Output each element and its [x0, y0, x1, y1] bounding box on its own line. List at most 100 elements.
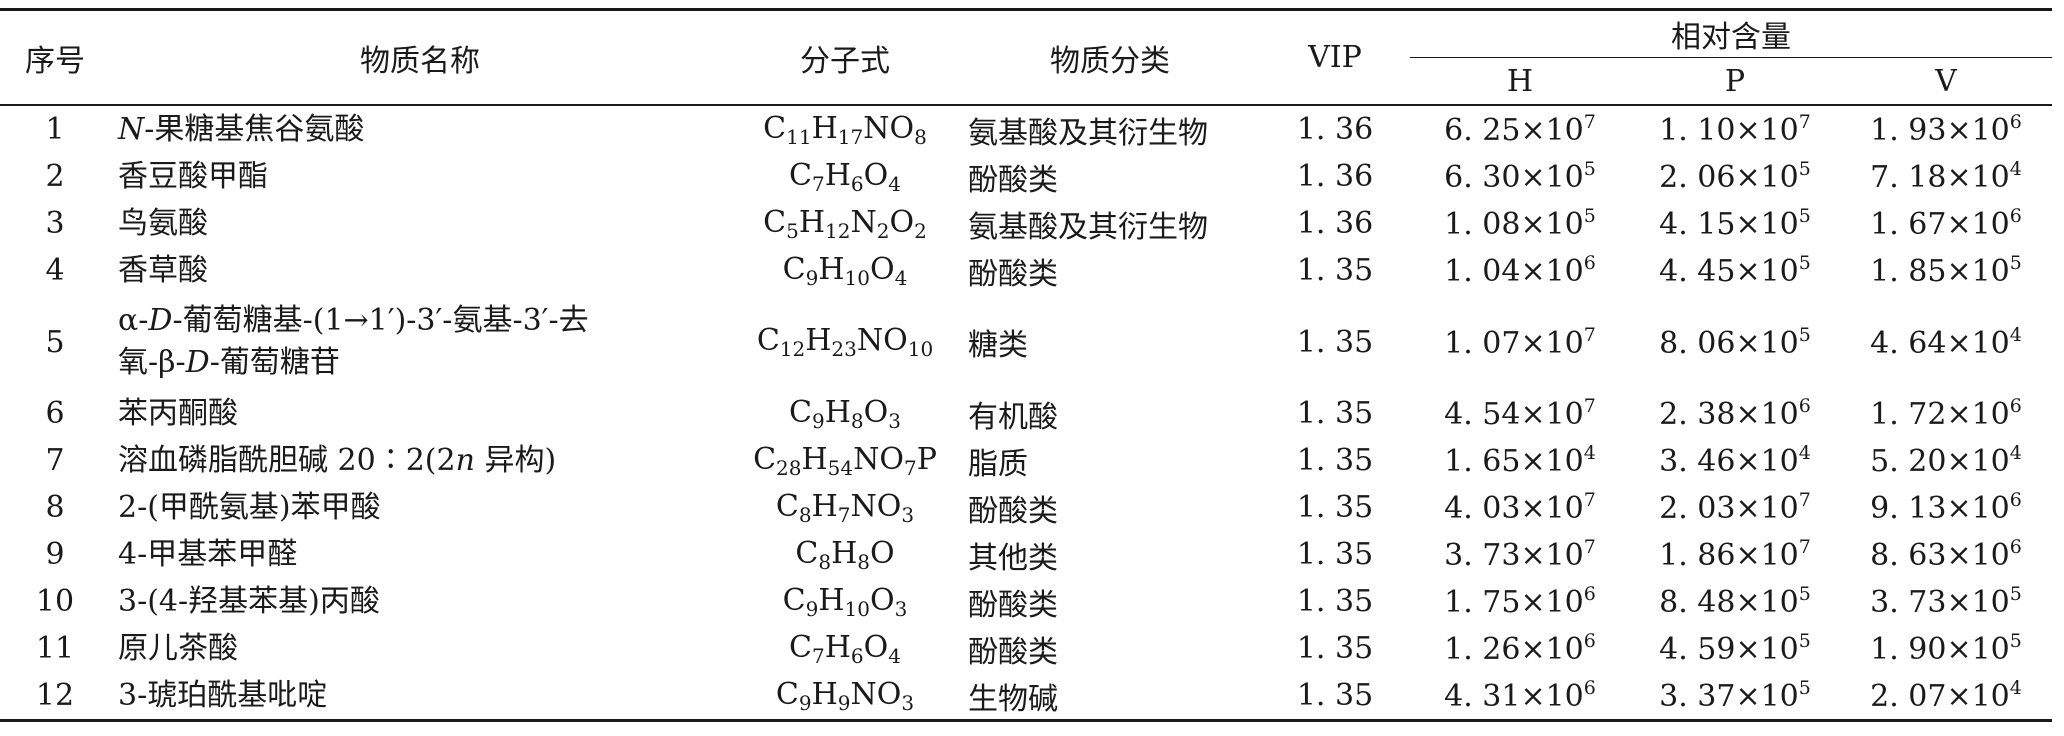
cell-no: 9: [45, 537, 65, 572]
cell-vip: 1. 36: [1296, 206, 1374, 241]
cell-h: 1. 26×106: [1444, 630, 1596, 667]
cell-v: 5. 20×104: [1870, 442, 2022, 479]
table-row: 7 溶血磷脂酰胆碱 20∶2(2n 异构) C28H54NO7P 脂质 1. 35 1. …: [0, 437, 2052, 484]
cell-p: 1. 86×107: [1659, 536, 1811, 573]
table-row: 6 苯丙酮酸 C9H8O3 有机酸 1. 35 4. 54×107 2. 38×106 1. …: [0, 390, 2052, 437]
metabolite-table: 序号 物质名称 分子式 物质分类 VIP 相对含量 H P V 1 N-果糖基焦谷…: [0, 8, 2052, 722]
cell-vip: 1. 35: [1296, 631, 1374, 666]
metabolite-table-container: 序号 物质名称 分子式 物质分类 VIP 相对含量 H P V 1 N-果糖基焦谷…: [0, 8, 2064, 722]
cell-p: 8. 48×105: [1659, 583, 1811, 620]
cell-formula: C11H17NO8: [763, 110, 927, 149]
cell-p: 2. 06×105: [1659, 158, 1811, 195]
cell-name: 香豆酸甲酯: [118, 158, 268, 194]
cell-name: N-果糖基焦谷氨酸: [118, 111, 365, 147]
cell-p: 3. 37×105: [1630, 672, 1840, 722]
cell-class: 生物碱: [960, 672, 1260, 722]
header-formula: 分子式: [730, 8, 960, 106]
cell-formula: C9H10O3: [782, 582, 908, 621]
table-row: 2 香豆酸甲酯 C7H6O4 酚酸类 1. 36 6. 30×105 2. 06×105 7.…: [0, 153, 2052, 200]
cell-h: 3. 73×107: [1444, 536, 1596, 573]
cell-class: 酚酸类: [968, 634, 1058, 670]
cell-v: 7. 18×104: [1870, 158, 2022, 195]
cell-p: 2. 03×107: [1659, 489, 1811, 526]
cell-p: 4. 59×105: [1659, 630, 1811, 667]
cell-v: 3. 73×105: [1870, 583, 2022, 620]
cell-v: 1. 85×105: [1870, 252, 2022, 289]
cell-no: 2: [45, 159, 65, 194]
cell-h: 4. 31×106: [1410, 672, 1630, 722]
cell-vip: 1. 35: [1296, 537, 1374, 572]
cell-h: 1. 65×104: [1444, 442, 1596, 479]
cell-formula: C7H6O4: [789, 629, 901, 668]
cell-no: 8: [45, 490, 65, 525]
cell-h: 1. 08×105: [1444, 205, 1596, 242]
header-vip: VIP: [1260, 8, 1410, 106]
header-no: 序号: [0, 8, 110, 106]
cell-name: 3-(4-羟基苯基)丙酸: [118, 583, 380, 619]
cell-vip: 1. 35: [1296, 490, 1374, 525]
cell-formula: C28H54NO7P: [753, 441, 937, 480]
cell-class: 酚酸类: [968, 162, 1058, 198]
cell-v: 4. 64×104: [1870, 323, 2022, 361]
cell-name: 苯丙酮酸: [118, 395, 238, 431]
cell-formula: C5H12N2O2: [763, 204, 927, 243]
cell-vip: 1. 35: [1296, 584, 1374, 619]
cell-no: 5: [45, 324, 65, 360]
cell-class: 酚酸类: [968, 256, 1058, 292]
table-row: 1 N-果糖基焦谷氨酸 C11H17NO8 氨基酸及其衍生物 1. 36 6. 25×10…: [0, 105, 2052, 153]
cell-class: 糖类: [968, 328, 1028, 363]
cell-name: 4-甲基苯甲醛: [118, 536, 298, 572]
cell-formula: C9H8O3: [789, 394, 901, 433]
table-row: 3 鸟氨酸 C5H12N2O2 氨基酸及其衍生物 1. 36 1. 08×105 4. 15…: [0, 200, 2052, 247]
cell-class: 有机酸: [968, 399, 1058, 435]
cell-h: 1. 04×106: [1444, 252, 1596, 289]
cell-name: 2-(甲酰氨基)苯甲酸: [118, 489, 381, 525]
cell-vip: 1. 35: [1296, 443, 1374, 478]
cell-h: 6. 30×105: [1444, 158, 1596, 195]
cell-class: 酚酸类: [968, 493, 1058, 529]
cell-name: 原儿茶酸: [118, 630, 238, 666]
cell-no: 11: [35, 631, 75, 666]
cell-class: 其他类: [968, 540, 1058, 576]
cell-class: 酚酸类: [968, 587, 1058, 623]
cell-vip: 1. 36: [1296, 159, 1374, 194]
cell-p: 1. 10×107: [1659, 111, 1811, 148]
cell-v: 2. 07×104: [1840, 672, 2052, 722]
cell-no: 12: [0, 672, 110, 722]
cell-vip: 1. 36: [1296, 112, 1374, 147]
cell-v: 1. 67×106: [1870, 205, 2022, 242]
cell-p: 4. 45×105: [1659, 252, 1811, 289]
cell-name: α-D-葡萄糖基-(1→1′)-3′-氨基-3′-去 氧-β-D-葡萄糖苷: [118, 303, 589, 380]
table-row: 9 4-甲基苯甲醛 C8H8O 其他类 1. 35 3. 73×107 1. 86×107 8…: [0, 531, 2052, 578]
table-row: 11 原儿茶酸 C7H6O4 酚酸类 1. 35 1. 26×106 4. 59×105 1.…: [0, 625, 2052, 672]
cell-vip: 1. 35: [1296, 253, 1374, 288]
cell-formula: C12H23NO10: [756, 323, 934, 361]
cell-p: 4. 15×105: [1659, 205, 1811, 242]
cell-formula: C8H8O: [795, 535, 895, 574]
cell-v: 1. 93×106: [1870, 111, 2022, 148]
cell-h: 4. 54×107: [1444, 395, 1596, 432]
cell-no: 10: [35, 584, 75, 619]
cell-vip: 1. 35: [1260, 672, 1410, 722]
cell-v: 8. 63×106: [1870, 536, 2022, 573]
cell-name: 香草酸: [118, 252, 208, 288]
cell-h: 4. 03×107: [1444, 489, 1596, 526]
cell-h: 1. 75×106: [1444, 583, 1596, 620]
cell-no: 7: [45, 443, 65, 478]
table-body: 1 N-果糖基焦谷氨酸 C11H17NO8 氨基酸及其衍生物 1. 36 6. 25×10…: [0, 105, 2052, 722]
cell-p: 2. 38×106: [1659, 395, 1811, 432]
cell-no: 6: [45, 396, 65, 431]
cell-name: 3-琥珀酰基吡啶: [110, 672, 730, 722]
cell-no: 1: [45, 112, 65, 147]
cell-class: 脂质: [968, 446, 1028, 482]
header-relative-content: 相对含量: [1410, 8, 2052, 58]
header-p: P: [1630, 57, 1840, 106]
cell-formula: C9H9NO3: [730, 672, 960, 722]
cell-p: 3. 46×104: [1659, 442, 1811, 479]
cell-class: 氨基酸及其衍生物: [968, 209, 1208, 245]
cell-no: 3: [45, 206, 65, 241]
table-header: 序号 物质名称 分子式 物质分类 VIP 相对含量 H P V: [0, 8, 2052, 106]
cell-v: 1. 90×105: [1870, 630, 2022, 667]
cell-no: 4: [45, 253, 65, 288]
cell-class: 氨基酸及其衍生物: [968, 115, 1208, 151]
